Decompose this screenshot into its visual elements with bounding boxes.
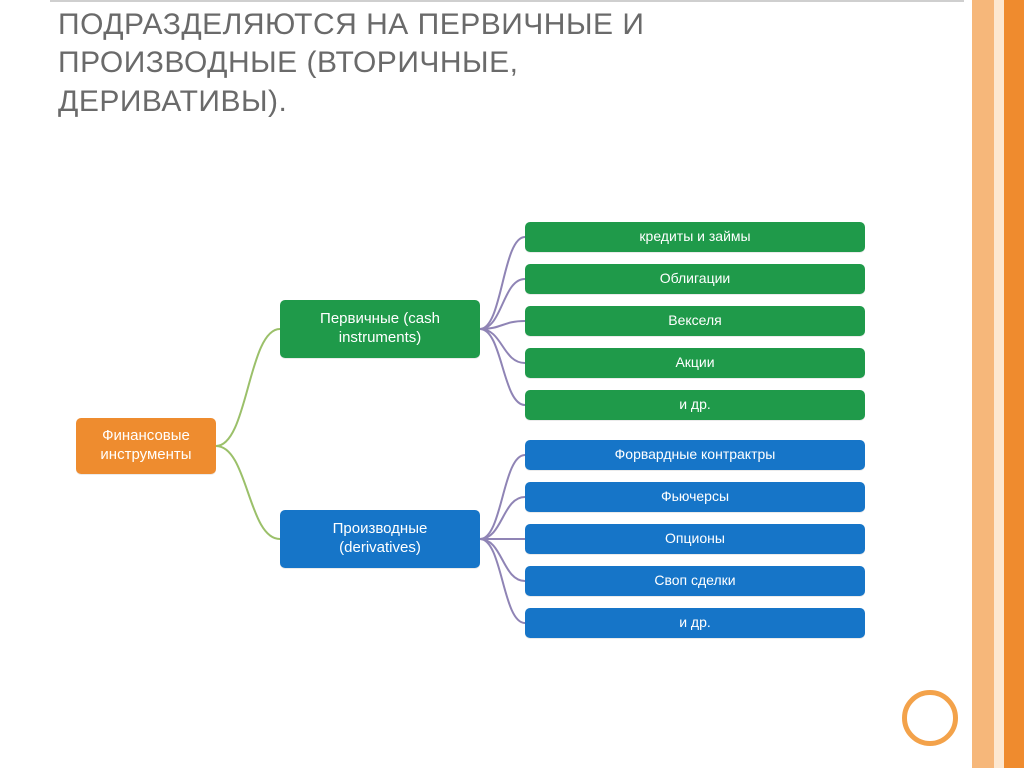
branch-node-derivatives: Производные (derivatives) [280,510,480,568]
leaf-node: Акции [525,348,865,378]
accent-circle-icon [902,690,958,746]
root-node: Финансовые инструменты [76,418,216,474]
leaf-node: Облигации [525,264,865,294]
leaf-node: Опционы [525,524,865,554]
leaf-node: кредиты и займы [525,222,865,252]
leaf-node: Форвардные контрактры [525,440,865,470]
connector-lines [0,0,1024,768]
leaf-node: и др. [525,608,865,638]
branch-node-primary: Первичные (cash instruments) [280,300,480,358]
leaf-node: Фьючерсы [525,482,865,512]
leaf-node: Векселя [525,306,865,336]
leaf-node: и др. [525,390,865,420]
leaf-node: Своп сделки [525,566,865,596]
tree-diagram: Финансовые инструменты Первичные (cash in… [0,0,1024,768]
